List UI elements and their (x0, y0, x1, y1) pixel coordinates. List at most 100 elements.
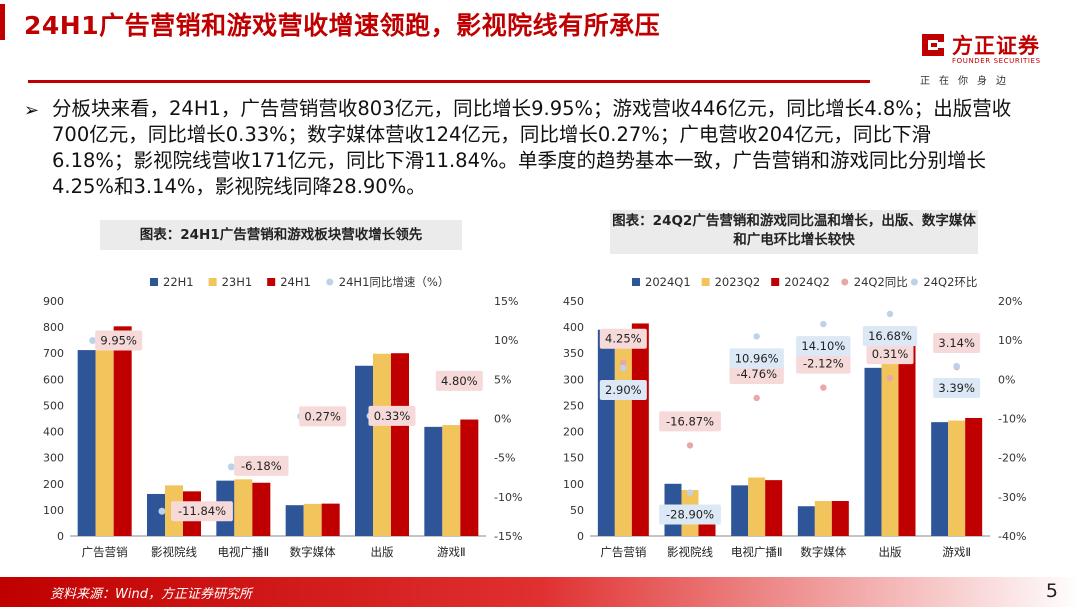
logo-english: FOUNDER SECURITIES (952, 57, 1041, 65)
qoq-label: 14.10% (801, 339, 845, 353)
category-label: 广告营销 (82, 545, 128, 559)
bar-22H1 (147, 493, 165, 536)
yoy-point (753, 394, 760, 402)
chart1-title: 图表：24H1广告营销和游戏板块营收增长领先 (100, 220, 462, 250)
y-tick-label: 500 (43, 399, 64, 412)
qoq-label-bg (933, 378, 981, 399)
y-tick-label: 0 (577, 530, 584, 543)
yoy-label-bg (659, 411, 721, 432)
qoq-label-bg (659, 504, 721, 525)
legend-label: 24Q2同比 (854, 275, 908, 289)
qoq-label-bg (599, 379, 647, 400)
legend-label: 24H1同比增速（%） (339, 275, 450, 289)
y-tick-label: 400 (43, 426, 64, 439)
y2-tick-label: 15% (494, 295, 518, 308)
y2-tick-label: -30% (998, 491, 1026, 504)
yoy-point (686, 442, 694, 449)
bar-23H1 (442, 425, 461, 536)
rate-label: 4.80% (441, 374, 478, 388)
qoq-point (820, 320, 827, 328)
y2-tick-label: -40% (998, 530, 1026, 543)
y-tick-label: 50 (570, 504, 584, 517)
yoy-label: 0.31% (872, 347, 909, 361)
logo-name: 方正证券 (952, 34, 1040, 58)
category-label: 数字媒体 (290, 545, 336, 559)
legend-label: 2024Q2 (784, 275, 830, 289)
chart2-revenue-q2: 0 50 100 150 200 250 300 350 400 450 -40% -30% -20% -… (563, 275, 1026, 559)
y2-tick-label: 10% (494, 334, 518, 347)
y2-tick-label: -5% (494, 452, 515, 465)
category-label: 影视院线 (667, 545, 713, 559)
rate-label-bg (171, 501, 233, 522)
category-label: 游戏Ⅱ (437, 545, 466, 559)
legend-swatch (150, 278, 158, 286)
bar-24H1 (460, 419, 479, 536)
category-label: 广告营销 (600, 545, 646, 559)
bar-22H1 (424, 426, 443, 536)
yoy-label-bg (599, 328, 647, 349)
logo-mark-icon (922, 34, 944, 56)
chart2-title: 图表：24Q2广告营销和游戏同比温和增长，出版、数字媒体和广电环比增长较快 (610, 210, 978, 254)
bar-22H1 (355, 365, 373, 536)
legend-dot (910, 278, 918, 286)
title-accent-bar (0, 4, 5, 40)
y2-tick-label: 10% (998, 334, 1022, 347)
page-number: 5 (1045, 580, 1058, 602)
footer-bar (0, 577, 1080, 607)
rate-point (158, 507, 166, 515)
y-tick-label: 400 (563, 321, 584, 334)
bar-2024Q2 (898, 341, 916, 536)
y2-tick-label: -10% (494, 491, 522, 504)
qoq-point (620, 364, 627, 372)
yoy-point (886, 374, 894, 382)
bar-22H1 (285, 505, 304, 536)
yoy-label-bg (796, 353, 851, 374)
qoq-label-bg (729, 348, 784, 369)
y2-tick-label: -15% (494, 530, 522, 543)
qoq-point (753, 333, 760, 340)
y-tick-label: 900 (43, 295, 64, 308)
category-label: 出版 (879, 545, 902, 559)
rate-label-bg (299, 406, 347, 427)
yoy-point (620, 359, 627, 366)
rate-label: 9.95% (100, 334, 137, 348)
rate-label-bg (234, 455, 289, 476)
y-tick-label: 250 (563, 399, 584, 412)
legend-label: 2024Q1 (645, 275, 691, 289)
rate-label-bg (435, 370, 483, 391)
rate-point (227, 463, 235, 471)
rate-label: 0.33% (374, 409, 411, 423)
legend-swatch (208, 278, 217, 286)
bar-2024Q1 (597, 329, 615, 536)
bar-24H1 (321, 503, 340, 536)
qoq-label-bg (862, 326, 918, 347)
category-label: 影视院线 (151, 545, 197, 559)
yoy-label: -2.12% (803, 357, 844, 371)
y-tick-label: 300 (43, 452, 64, 465)
bar-2024Q1 (864, 367, 882, 536)
bar-2023Q2 (748, 477, 766, 536)
chart1-revenue-h1: 0 100 200 300 400 500 600 700 800 900 -15% -10% -5% 0… (43, 275, 522, 559)
bar-2024Q1 (931, 422, 949, 536)
yoy-label-bg (866, 344, 914, 365)
bar-2023Q2 (881, 340, 899, 536)
legend-dot (326, 278, 334, 286)
qoq-label: -28.90% (666, 508, 714, 522)
qoq-point (953, 362, 960, 370)
logo-slogan: 正在你身边 (920, 76, 1015, 87)
y2-tick-label: 0% (998, 373, 1015, 386)
bar-2023Q2 (948, 420, 966, 536)
yoy-label-bg (729, 363, 784, 384)
legend-label: 24H1 (280, 275, 311, 289)
yoy-label: 3.14% (938, 336, 975, 350)
y-tick-label: 0 (57, 530, 64, 543)
yoy-label: -16.87% (666, 414, 714, 428)
y-tick-label: 150 (563, 452, 584, 465)
qoq-label: 10.96% (735, 351, 779, 365)
qoq-label: 2.90% (605, 383, 642, 397)
qoq-label-bg (796, 336, 851, 357)
rate-label: 0.27% (304, 409, 341, 423)
rate-point (89, 337, 97, 345)
legend-dot (841, 278, 849, 286)
bar-22H1 (77, 350, 96, 536)
